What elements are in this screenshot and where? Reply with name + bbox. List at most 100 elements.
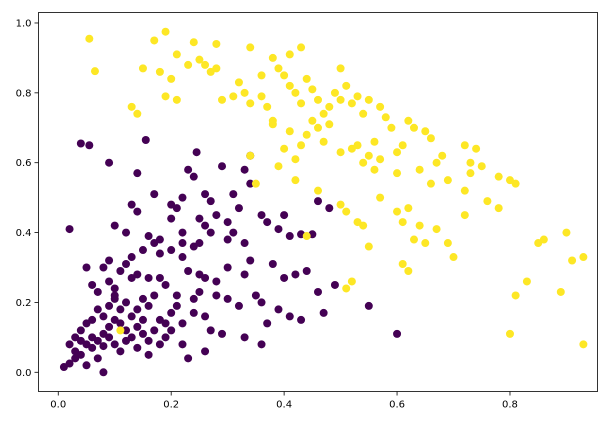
data-point-purple	[178, 319, 187, 328]
data-point-purple	[122, 298, 131, 307]
data-point-yellow	[167, 74, 176, 83]
data-point-purple	[184, 266, 193, 275]
data-point-purple	[144, 232, 153, 241]
data-point-yellow	[342, 207, 351, 216]
data-point-yellow	[393, 148, 402, 157]
data-point-purple	[127, 253, 136, 262]
data-point-purple	[263, 218, 272, 227]
data-point-yellow	[291, 176, 300, 185]
data-point-purple	[280, 273, 289, 282]
data-point-yellow	[370, 137, 379, 146]
data-point-yellow	[330, 88, 339, 97]
data-point-purple	[223, 218, 232, 227]
data-point-yellow	[161, 27, 170, 36]
data-point-yellow	[460, 141, 469, 150]
data-point-purple	[110, 284, 119, 293]
data-point-yellow	[212, 64, 221, 73]
y-tick-label: 0.0	[16, 368, 32, 379]
points-layer	[59, 27, 588, 377]
data-point-yellow	[246, 43, 255, 52]
y-tick-label: 0.6	[16, 158, 32, 169]
data-point-yellow	[494, 204, 503, 213]
data-point-yellow	[319, 109, 328, 118]
data-point-yellow	[556, 287, 565, 296]
data-point-yellow	[116, 326, 125, 335]
data-point-yellow	[314, 186, 322, 195]
data-point-yellow	[415, 221, 424, 230]
data-point-purple	[116, 319, 125, 328]
data-point-purple	[161, 333, 170, 342]
data-point-purple	[82, 263, 91, 272]
data-point-purple	[155, 235, 164, 244]
data-point-purple	[223, 235, 232, 244]
data-point-yellow	[472, 144, 481, 153]
data-point-yellow	[398, 141, 407, 150]
data-point-purple	[234, 301, 243, 310]
data-point-purple	[105, 277, 114, 286]
data-point-yellow	[268, 120, 277, 129]
data-point-yellow	[229, 92, 238, 101]
data-point-purple	[285, 312, 294, 321]
data-point-purple	[172, 301, 181, 310]
data-point-yellow	[336, 148, 345, 157]
data-point-purple	[263, 319, 272, 328]
data-point-purple	[133, 343, 142, 352]
data-point-yellow	[285, 81, 294, 90]
data-point-purple	[150, 291, 159, 300]
data-point-yellow	[579, 253, 588, 262]
data-point-yellow	[85, 34, 94, 43]
data-point-purple	[172, 204, 181, 213]
data-point-yellow	[285, 50, 294, 59]
data-point-yellow	[381, 113, 390, 122]
data-point-yellow	[415, 165, 424, 174]
data-point-yellow	[268, 53, 277, 62]
data-point-yellow	[308, 85, 317, 94]
data-point-yellow	[263, 102, 272, 111]
data-point-purple	[257, 211, 266, 220]
data-point-yellow	[291, 88, 300, 97]
data-point-purple	[99, 312, 108, 321]
data-point-purple	[105, 301, 114, 310]
data-point-purple	[88, 280, 97, 289]
data-point-yellow	[138, 64, 147, 73]
data-point-purple	[82, 319, 91, 328]
data-point-yellow	[195, 55, 204, 64]
data-point-purple	[85, 141, 94, 150]
data-point-purple	[201, 347, 210, 356]
data-point-purple	[285, 232, 294, 241]
data-point-yellow	[409, 235, 418, 244]
data-point-yellow	[274, 162, 283, 171]
data-point-yellow	[562, 228, 571, 237]
data-point-yellow	[280, 144, 289, 153]
data-point-yellow	[409, 123, 418, 132]
data-point-purple	[189, 308, 198, 317]
data-point-yellow	[421, 239, 430, 248]
data-point-yellow	[443, 176, 452, 185]
data-point-purple	[274, 305, 283, 314]
data-point-yellow	[161, 92, 170, 101]
data-point-yellow	[297, 43, 306, 52]
data-point-purple	[240, 165, 249, 174]
data-point-yellow	[364, 242, 373, 251]
data-point-purple	[201, 312, 210, 321]
data-point-yellow	[127, 102, 136, 111]
data-point-yellow	[133, 109, 142, 118]
data-point-purple	[246, 179, 255, 188]
data-point-purple	[138, 315, 147, 324]
data-point-purple	[330, 280, 339, 289]
data-point-yellow	[466, 158, 475, 167]
data-point-purple	[223, 294, 232, 303]
data-point-yellow	[347, 277, 356, 286]
data-point-purple	[319, 308, 328, 317]
data-point-purple	[105, 322, 114, 331]
data-point-yellow	[280, 71, 289, 80]
data-point-yellow	[568, 256, 577, 265]
data-point-yellow	[302, 74, 311, 83]
data-point-purple	[65, 359, 74, 368]
data-point-yellow	[404, 116, 413, 125]
data-point-purple	[133, 305, 142, 314]
data-point-yellow	[234, 78, 243, 87]
data-point-yellow	[494, 172, 503, 181]
data-point-purple	[201, 190, 210, 199]
